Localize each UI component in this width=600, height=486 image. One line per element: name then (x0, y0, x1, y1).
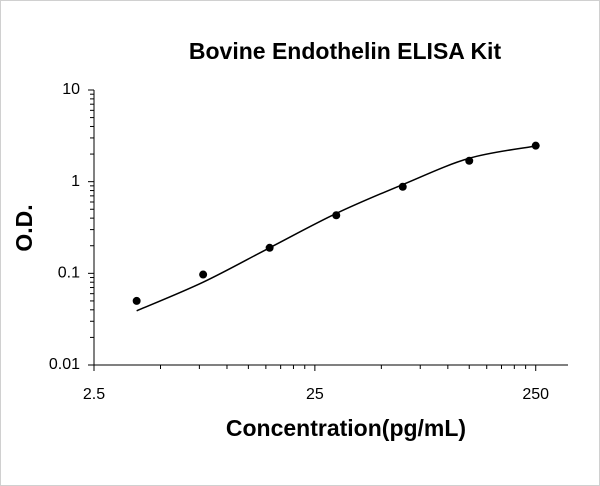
x-axis-label: Concentration(pg/mL) (226, 415, 466, 441)
data-point (465, 156, 474, 165)
x-tick-label: 250 (522, 386, 549, 403)
y-tick-label: 10 (62, 81, 80, 98)
data-point (199, 270, 208, 279)
y-tick-label: 0.1 (58, 265, 80, 282)
chart-title: Bovine Endothelin ELISA Kit (189, 38, 502, 64)
data-point (132, 296, 141, 305)
y-tick-label: 0.01 (49, 356, 80, 373)
x-tick-label: 25 (306, 386, 324, 403)
y-axis-label: O.D. (11, 204, 37, 251)
data-point (332, 211, 341, 220)
y-tick-label: 1 (71, 173, 80, 190)
data-point (531, 141, 540, 150)
x-tick-label: 2.5 (83, 386, 105, 403)
data-point (398, 182, 407, 191)
data-point (265, 243, 274, 252)
